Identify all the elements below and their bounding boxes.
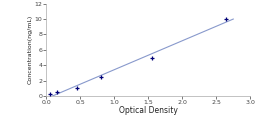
Y-axis label: Concentration(ng/mL): Concentration(ng/mL) [28, 15, 33, 85]
X-axis label: Optical Density: Optical Density [119, 107, 178, 115]
